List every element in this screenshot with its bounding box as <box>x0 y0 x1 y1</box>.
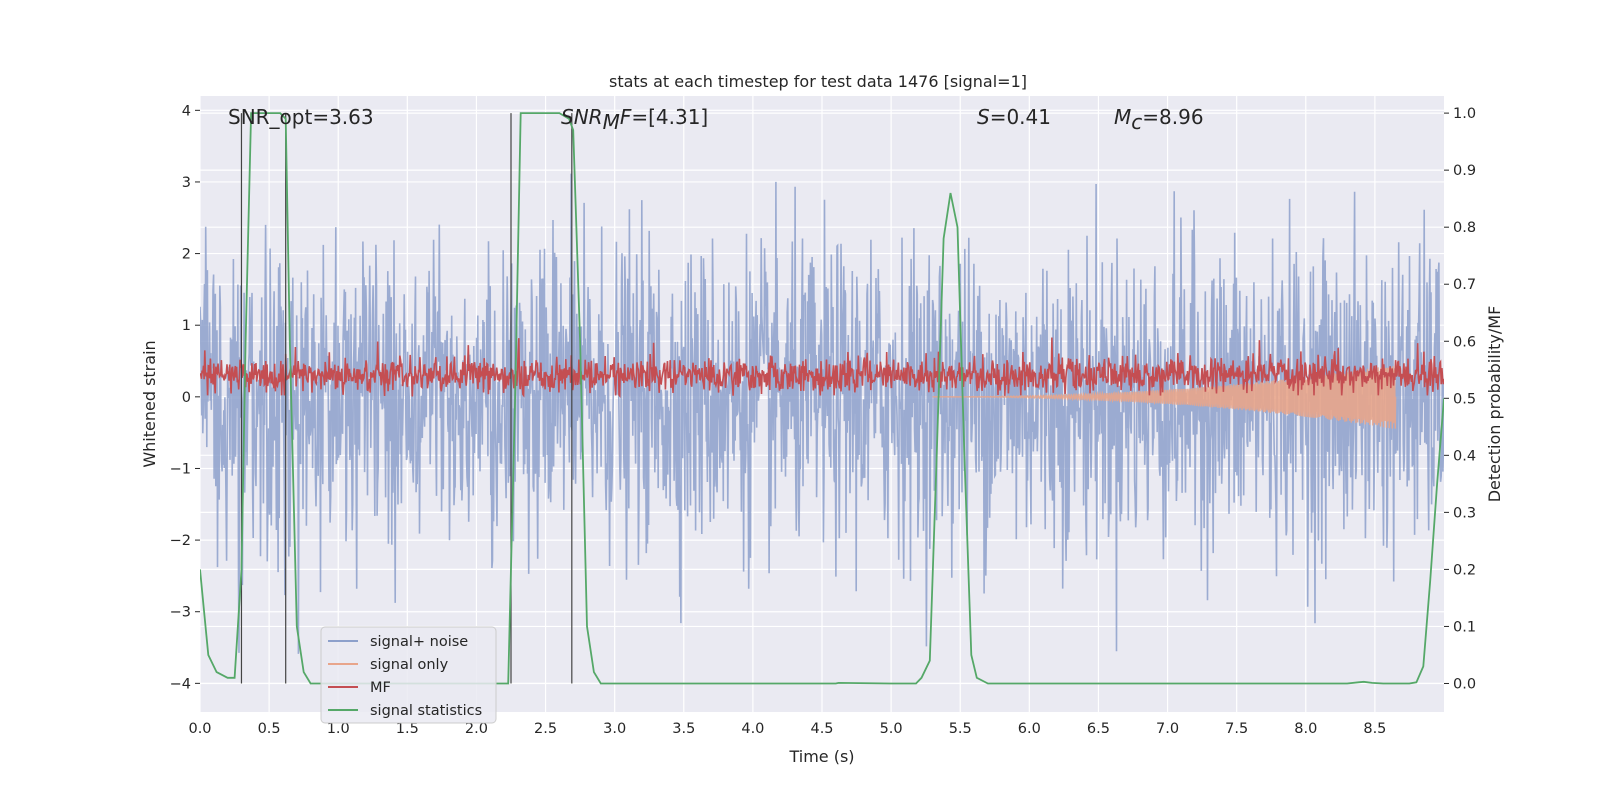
legend-label-signal-only: signal only <box>370 657 449 673</box>
series-signal-only <box>932 366 1397 429</box>
x-tick-label: 6.0 <box>1018 721 1041 737</box>
x-tick-label: 2.0 <box>465 721 488 737</box>
y2-axis-label: Detection probability/MF <box>1485 306 1504 503</box>
y-tick-label: −4 <box>170 676 191 692</box>
x-tick-label: 7.5 <box>1225 721 1248 737</box>
annotation-snr-mf: SNRMF=[4.31] <box>561 105 708 134</box>
annotation-snr-opt: SNR_opt=3.63 <box>228 105 374 129</box>
x-axis-label: Time (s) <box>788 747 854 766</box>
x-tick-label: 4.0 <box>741 721 764 737</box>
x-tick-label: 7.0 <box>1156 721 1179 737</box>
x-tick-label: 3.5 <box>672 721 695 737</box>
y2-tick-label: 0.7 <box>1453 277 1476 293</box>
x-axis-ticks: 0.0 0.5 1.0 1.5 2.0 2.5 3.0 3.5 4.0 4.5 5.0 5.5 6.0 6… <box>188 721 1386 737</box>
y-tick-label: 0 <box>182 390 191 406</box>
x-tick-label: 6.5 <box>1087 721 1110 737</box>
x-tick-label: 8.5 <box>1363 721 1386 737</box>
y2-tick-label: 0.3 <box>1453 505 1476 521</box>
x-tick-label: 8.0 <box>1294 721 1317 737</box>
y-tick-label: −1 <box>170 461 191 477</box>
x-tick-label: 0.5 <box>258 721 281 737</box>
y2-tick-label: 0.9 <box>1453 163 1476 179</box>
legend-label-signal-statistics: signal statistics <box>370 703 482 719</box>
x-tick-label: 2.5 <box>534 721 557 737</box>
y2-tick-label: 1.0 <box>1453 106 1476 122</box>
x-tick-label: 5.5 <box>949 721 972 737</box>
y-tick-label: −3 <box>170 605 191 621</box>
series-mf <box>200 337 1444 399</box>
y-tick-label: 4 <box>182 103 191 119</box>
legend-label-mf: MF <box>370 680 391 696</box>
y2-tick-label: 0.8 <box>1453 220 1476 236</box>
legend: signal+ noise signal only MF signal stat… <box>320 626 497 724</box>
x-tick-label: 3.0 <box>603 721 626 737</box>
y2-axis-ticks: 1.0 0.9 0.8 0.7 0.6 0.5 0.4 0.3 0.2 0.1 0.0 <box>1444 106 1476 692</box>
y-tick-label: 3 <box>182 175 191 191</box>
x-tick-label: 1.0 <box>327 721 350 737</box>
y-axis-ticks: 4 3 2 1 0 −1 −2 −3 −4 <box>170 103 200 692</box>
legend-box <box>320 626 497 724</box>
chart-title: stats at each timestep for test data 147… <box>609 72 1027 91</box>
y2-tick-label: 0.2 <box>1453 562 1476 578</box>
series-signal-statistics <box>200 112 1444 685</box>
x-tick-label: 1.5 <box>396 721 419 737</box>
y-axis-label: Whitened strain <box>140 340 159 467</box>
y2-tick-label: 0.4 <box>1453 448 1476 464</box>
annotation-mc: Mc=8.96 <box>1114 105 1204 134</box>
x-tick-label: 0.0 <box>188 721 211 737</box>
y2-tick-label: 0.1 <box>1453 619 1476 635</box>
annotation-s: S=0.41 <box>977 105 1051 129</box>
x-tick-label: 5.0 <box>880 721 903 737</box>
x-tick-label: 4.5 <box>810 721 833 737</box>
y-tick-label: −2 <box>170 533 191 549</box>
legend-label-signal-plus-noise: signal+ noise <box>370 634 468 650</box>
y2-tick-label: 0.0 <box>1453 676 1476 692</box>
y2-tick-label: 0.5 <box>1453 391 1476 407</box>
y2-tick-label: 0.6 <box>1453 334 1476 350</box>
y-tick-label: 2 <box>182 247 191 263</box>
y-tick-label: 1 <box>182 318 191 334</box>
